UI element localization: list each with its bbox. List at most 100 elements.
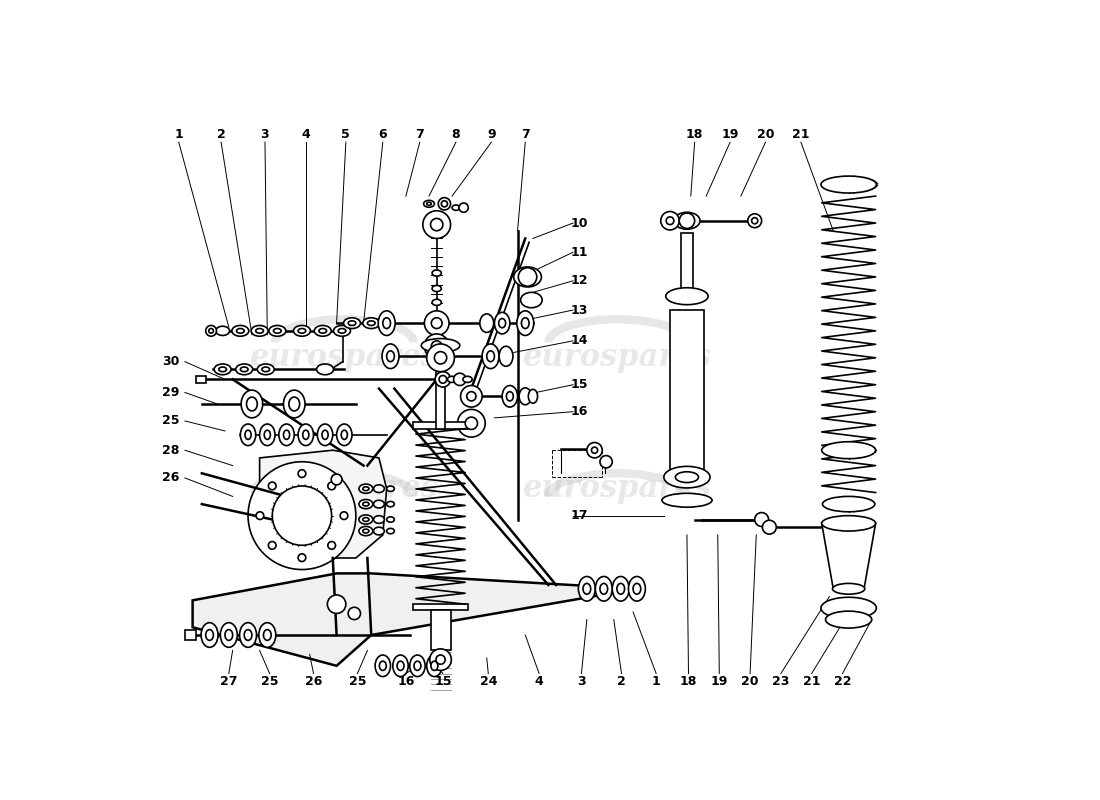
Ellipse shape — [486, 351, 495, 362]
Ellipse shape — [216, 326, 230, 335]
Ellipse shape — [260, 424, 275, 446]
Circle shape — [328, 482, 336, 490]
Text: 10: 10 — [571, 217, 587, 230]
Text: 8: 8 — [452, 128, 460, 141]
Ellipse shape — [519, 388, 531, 405]
Text: 2: 2 — [617, 674, 626, 688]
Ellipse shape — [387, 486, 395, 491]
Ellipse shape — [348, 321, 356, 326]
Circle shape — [331, 474, 342, 485]
Circle shape — [206, 326, 217, 336]
Ellipse shape — [294, 326, 310, 336]
Circle shape — [298, 554, 306, 562]
Circle shape — [466, 392, 476, 401]
Circle shape — [436, 372, 451, 387]
Ellipse shape — [427, 202, 431, 206]
Ellipse shape — [359, 515, 373, 524]
Text: 22: 22 — [834, 674, 851, 688]
Text: 28: 28 — [163, 444, 179, 457]
Text: 19: 19 — [711, 674, 728, 688]
Ellipse shape — [264, 630, 272, 640]
Ellipse shape — [255, 329, 264, 333]
Circle shape — [328, 542, 336, 550]
Polygon shape — [822, 523, 876, 589]
Ellipse shape — [363, 486, 368, 490]
Ellipse shape — [341, 430, 348, 439]
Ellipse shape — [258, 622, 276, 647]
Ellipse shape — [298, 424, 314, 446]
Circle shape — [249, 462, 356, 570]
Ellipse shape — [206, 630, 213, 640]
Ellipse shape — [262, 367, 270, 372]
Ellipse shape — [520, 292, 542, 308]
Text: 6: 6 — [378, 128, 387, 141]
Circle shape — [340, 512, 348, 519]
Ellipse shape — [268, 326, 286, 336]
Text: eurospares: eurospares — [524, 342, 712, 374]
Circle shape — [755, 513, 769, 526]
Ellipse shape — [246, 397, 257, 411]
Circle shape — [431, 318, 442, 329]
Polygon shape — [260, 450, 387, 558]
Bar — [412, 422, 469, 429]
Text: 3: 3 — [261, 128, 270, 141]
Ellipse shape — [337, 424, 352, 446]
Ellipse shape — [452, 205, 460, 210]
Ellipse shape — [432, 299, 441, 306]
Ellipse shape — [319, 329, 327, 333]
Ellipse shape — [387, 528, 395, 534]
Ellipse shape — [284, 390, 305, 418]
Ellipse shape — [235, 364, 253, 374]
Circle shape — [518, 268, 537, 286]
Ellipse shape — [517, 311, 534, 335]
Ellipse shape — [448, 376, 456, 382]
Polygon shape — [192, 574, 637, 666]
Ellipse shape — [257, 364, 274, 374]
Text: eurospares: eurospares — [250, 342, 439, 374]
Ellipse shape — [387, 351, 395, 362]
Ellipse shape — [363, 502, 368, 506]
Text: 1: 1 — [652, 674, 660, 688]
Ellipse shape — [432, 270, 441, 276]
Text: 29: 29 — [163, 386, 179, 399]
Text: 1: 1 — [175, 128, 183, 141]
Circle shape — [268, 542, 276, 550]
Ellipse shape — [528, 390, 538, 403]
Ellipse shape — [315, 326, 331, 336]
Ellipse shape — [322, 430, 328, 439]
Circle shape — [273, 486, 331, 546]
Ellipse shape — [424, 200, 434, 207]
Ellipse shape — [495, 312, 510, 334]
Text: 18: 18 — [680, 674, 697, 688]
Ellipse shape — [674, 212, 700, 230]
Text: 27: 27 — [220, 674, 238, 688]
Ellipse shape — [482, 344, 499, 369]
Text: 30: 30 — [163, 355, 179, 368]
Bar — [670, 310, 704, 472]
Ellipse shape — [220, 622, 238, 647]
Ellipse shape — [628, 577, 646, 601]
Ellipse shape — [498, 318, 506, 328]
Text: 4: 4 — [301, 128, 310, 141]
Circle shape — [430, 649, 451, 670]
Bar — [436, 367, 446, 429]
Ellipse shape — [359, 484, 373, 494]
Ellipse shape — [825, 611, 871, 628]
Ellipse shape — [617, 583, 625, 594]
Text: 21: 21 — [792, 128, 810, 141]
Circle shape — [298, 470, 306, 478]
Circle shape — [268, 482, 276, 490]
Circle shape — [458, 410, 485, 437]
Ellipse shape — [397, 661, 404, 670]
Circle shape — [586, 442, 603, 458]
Text: 4: 4 — [535, 674, 543, 688]
Bar — [185, 630, 196, 640]
Circle shape — [328, 595, 345, 614]
Ellipse shape — [421, 338, 460, 353]
Ellipse shape — [251, 326, 268, 336]
Ellipse shape — [431, 661, 438, 670]
Circle shape — [748, 214, 761, 228]
Ellipse shape — [214, 364, 231, 374]
Text: 14: 14 — [571, 334, 587, 347]
Text: 12: 12 — [571, 274, 587, 287]
